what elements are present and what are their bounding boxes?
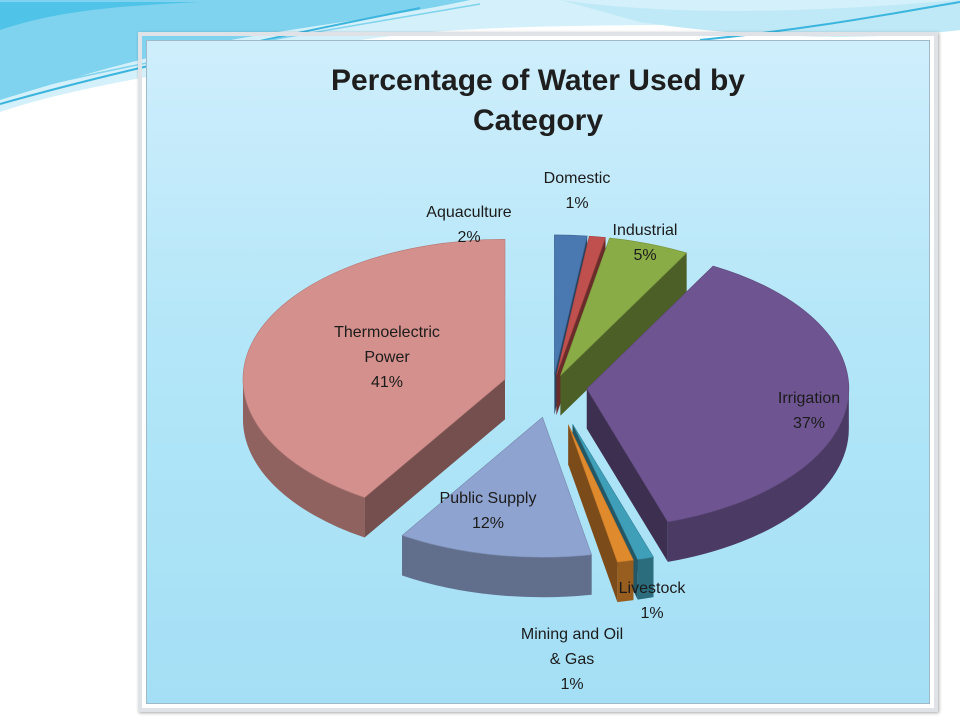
pie-label-thermoelectric: Thermoelectric Power 41% (334, 324, 440, 391)
pie-wall-mining-and-oil-1 (568, 424, 618, 603)
pie-side-public-supply (402, 535, 592, 598)
pie-slice-livestock (572, 423, 654, 560)
pie-slice-industrial (560, 237, 688, 376)
pie-labels: Aquaculture 2% Domestic 1%Industrial 5% Irrig… (334, 170, 840, 693)
pie-wall-irrigation-1 (586, 388, 668, 562)
pie-label-mining-and-oil: Mining and Oil & Gas 1% (521, 626, 623, 693)
pie-side-livestock (637, 557, 654, 600)
pie-side-mining-and-oil (617, 560, 634, 603)
pie-wall-thermoelectric-0 (364, 379, 505, 538)
pie-label-livestock: Livestock 1% (619, 580, 687, 622)
chart-frame: Percentage of Water Used by Category Aqu… (138, 32, 938, 712)
pie-slice-thermoelectric (242, 239, 506, 498)
pie-chart: Aquaculture 2% Domestic 1%Industrial 5% Irrig… (242, 170, 850, 693)
pie-slice-irrigation (586, 265, 850, 523)
pie-slice-public-supply (401, 416, 593, 558)
pie-label-industrial: Industrial 5% (613, 222, 678, 264)
pie-slice-domestic (556, 235, 606, 376)
pie-label-public-supply: Public Supply 12% (440, 490, 537, 532)
pie-slice-aquaculture (554, 234, 588, 375)
chart-title: Percentage of Water Used by Category (330, 64, 745, 137)
pie-slice-mining-and-oil (567, 424, 634, 563)
pie-top-faces (242, 234, 850, 563)
pie-label-aquaculture: Aquaculture 2% (426, 204, 511, 246)
pie-label-domestic: Domestic 1% (544, 170, 611, 212)
pie-side-irrigation (667, 388, 849, 562)
pie-side-thermoelectric (242, 379, 365, 538)
pie-label-irrigation: Irrigation 37% (778, 390, 840, 432)
chart-panel: Percentage of Water Used by Category Aqu… (146, 40, 930, 704)
pie-wall-industrial-1 (560, 252, 687, 416)
